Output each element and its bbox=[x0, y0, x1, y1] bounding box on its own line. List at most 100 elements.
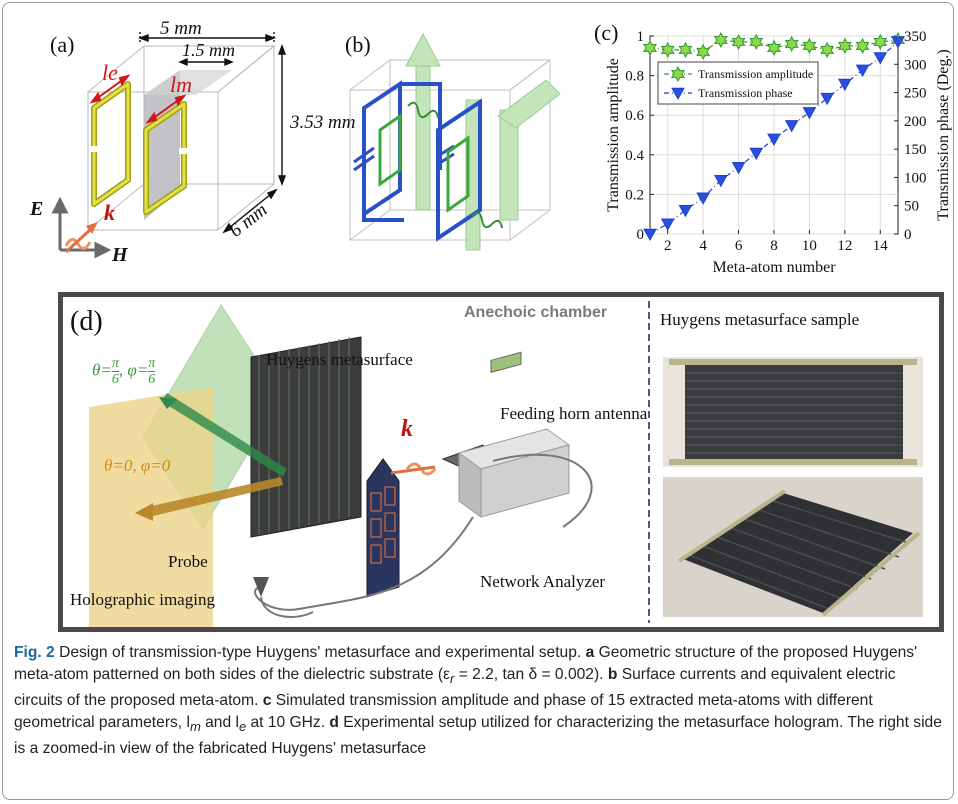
panel-a-label: (a) bbox=[50, 32, 75, 57]
caption-title: Design of transmission-type Huygens' met… bbox=[54, 644, 586, 661]
x-tick-label: 4 bbox=[699, 238, 707, 254]
right-tick-label: 0 bbox=[904, 227, 912, 243]
legend-box bbox=[657, 61, 819, 105]
amplitude-point bbox=[873, 33, 888, 50]
right-tick-label: 300 bbox=[904, 57, 927, 73]
network-analyzer-label: Network Analyzer bbox=[480, 572, 606, 591]
left-tick-label: 0.6 bbox=[625, 108, 644, 124]
amplitude-point bbox=[766, 39, 782, 56]
caption-c-text2: at 10 GHz. bbox=[246, 714, 330, 732]
x-tick-label: 8 bbox=[770, 238, 778, 254]
lm-label: lm bbox=[170, 72, 192, 97]
left-tick-label: 1 bbox=[637, 29, 645, 45]
right-tick-label: 200 bbox=[904, 114, 927, 130]
caption-b-text: Surface currents and equivalent electric… bbox=[14, 666, 896, 710]
phase-point bbox=[714, 174, 728, 188]
figure-caption: Fig. 2 Design of transmission-type Huyge… bbox=[14, 642, 944, 760]
amplitude-point bbox=[749, 33, 764, 50]
amplitude-point bbox=[660, 41, 675, 58]
phase-point bbox=[696, 192, 710, 205]
wave-k-label: k bbox=[401, 416, 413, 442]
caption-c-mid: and l bbox=[200, 714, 239, 732]
panel-b-label: (b) bbox=[345, 32, 371, 57]
chart-ylabel-left: Transmission amplitude bbox=[605, 58, 622, 212]
caption-a-text: Geometric structure of the proposed Huyg… bbox=[14, 644, 918, 683]
panel-d-setup-drawing bbox=[89, 301, 923, 627]
panel-a-meta-atom-drawing bbox=[51, 32, 287, 259]
phase-point bbox=[838, 78, 852, 92]
amplitude-point bbox=[837, 37, 852, 54]
left-tick-label: 0.2 bbox=[625, 187, 644, 203]
legend-label: Transmission phase bbox=[698, 86, 793, 100]
amplitude-point bbox=[713, 31, 728, 49]
phase-point bbox=[891, 36, 905, 49]
phase-point bbox=[767, 133, 781, 146]
amplitude-point bbox=[678, 41, 693, 58]
right-tick-label: 250 bbox=[904, 86, 927, 102]
axis-k-label: k bbox=[104, 200, 115, 225]
anechoic-chamber-title: Anechoic chamber bbox=[464, 304, 608, 321]
x-tick-label: 10 bbox=[802, 238, 817, 254]
legend-star-marker bbox=[670, 65, 686, 83]
angle1-num-b: π bbox=[148, 356, 156, 372]
angle-label-green: θ= π 6, φ= π 6 bbox=[92, 356, 156, 387]
dim-height-label: 3.53 mm bbox=[290, 112, 356, 133]
angle1-num-a: π bbox=[111, 356, 119, 372]
phase-point bbox=[749, 147, 764, 161]
amplitude-point bbox=[855, 37, 870, 54]
left-tick-label: 0.8 bbox=[625, 69, 644, 85]
horn-antenna-label: Feeding horn antenna bbox=[500, 404, 648, 423]
caption-d-text: Experimental setup utilized for characte… bbox=[14, 714, 942, 758]
right-tick-label: 100 bbox=[904, 170, 927, 186]
right-tick-label: 350 bbox=[904, 29, 927, 45]
panel-b-currents-drawing bbox=[348, 32, 561, 251]
left-tick-label: 0.4 bbox=[625, 148, 644, 164]
angle1-den-b: 6 bbox=[148, 372, 156, 387]
holographic-imaging-label: Holographic imaging bbox=[70, 590, 215, 609]
angle1-den-a: 6 bbox=[111, 372, 119, 387]
angle1-theta: θ= bbox=[92, 360, 112, 380]
phase-point bbox=[678, 204, 693, 218]
amplitude-point bbox=[820, 41, 835, 58]
left-tick-label: 0 bbox=[637, 227, 645, 243]
metasurface-label: Huygens metasurface bbox=[266, 350, 413, 369]
phase-point bbox=[802, 107, 817, 120]
dim-gap-label: 1.5 mm bbox=[182, 40, 235, 60]
x-tick-label: 2 bbox=[664, 238, 672, 254]
caption-a: a bbox=[585, 644, 595, 661]
right-tick-label: 50 bbox=[904, 199, 919, 215]
panel-c-chart: 0 0.2 0.4 0.6 0.8 1 0 50 100 150 200 250 300 350 2 4 6… bbox=[605, 29, 952, 276]
caption-b: b bbox=[607, 666, 618, 683]
amplitude-point bbox=[642, 39, 658, 56]
phase-point bbox=[855, 64, 870, 77]
legend-triangle-marker bbox=[671, 87, 685, 101]
sample-title: Huygens metasurface sample bbox=[660, 310, 860, 329]
caption-a-sub: r bbox=[450, 671, 455, 687]
amplitude-point bbox=[802, 37, 817, 54]
phase-point bbox=[731, 161, 746, 175]
x-tick-label: 14 bbox=[873, 238, 889, 254]
amplitude-point bbox=[696, 43, 711, 60]
angle1-phi: , φ= bbox=[118, 360, 149, 380]
probe-label: Probe bbox=[168, 552, 208, 571]
axis-e-label: E bbox=[30, 198, 44, 220]
panel-d-label: (d) bbox=[70, 306, 103, 337]
phase-point bbox=[660, 218, 675, 231]
right-tick-label: 150 bbox=[904, 142, 927, 158]
phase-point bbox=[784, 120, 799, 133]
amplitude-point bbox=[784, 35, 799, 52]
amplitude-point bbox=[731, 33, 746, 50]
panel-c-label: (c) bbox=[594, 20, 619, 45]
caption-c-sub1: m bbox=[189, 719, 201, 735]
phase-point bbox=[820, 92, 834, 106]
chart-xlabel: Meta-atom number bbox=[712, 259, 836, 276]
caption-c-sub2: e bbox=[238, 719, 247, 735]
x-tick-label: 12 bbox=[837, 238, 852, 254]
phase-point bbox=[643, 228, 657, 242]
caption-fig-label: Fig. 2 bbox=[14, 644, 55, 661]
caption-c-text: Simulated transmission amplitude and pha… bbox=[14, 692, 873, 732]
caption-d: d bbox=[329, 714, 339, 732]
phase-point bbox=[873, 52, 888, 65]
angle-label-yellow: θ=0, φ=0 bbox=[104, 456, 171, 475]
